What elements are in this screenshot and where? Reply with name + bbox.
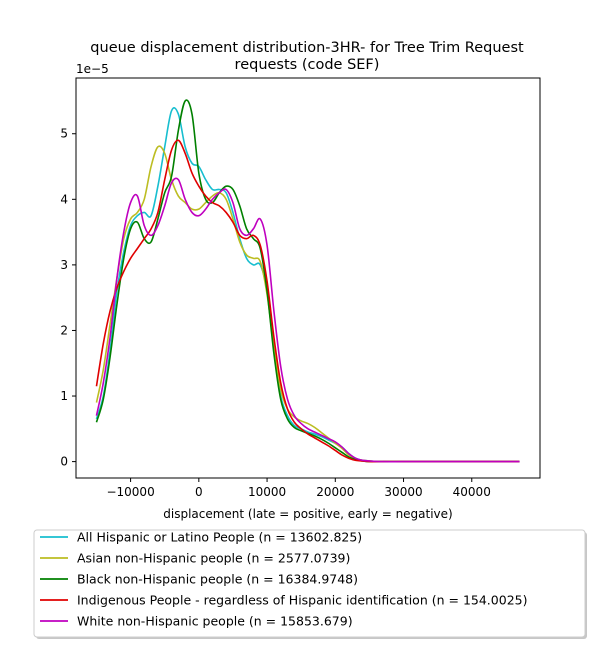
legend-items: All Hispanic or Latino People (n = 13602… xyxy=(40,530,527,629)
x-tick-label: 0 xyxy=(195,485,203,499)
legend-entry-label: White non-Hispanic people (n = 15853.679… xyxy=(77,614,353,629)
legend-box xyxy=(33,529,586,638)
x-tick-label: −10000 xyxy=(106,485,154,499)
series-line-3 xyxy=(95,99,520,463)
y-tick-label: 5 xyxy=(60,127,68,141)
legend: All Hispanic or Latino People (n = 13602… xyxy=(33,529,587,639)
series-line-1 xyxy=(95,107,520,463)
y-tick-label: 0 xyxy=(60,455,68,469)
legend-entry-label: Black non-Hispanic people (n = 16384.974… xyxy=(77,572,358,587)
legend-entry-label: All Hispanic or Latino People (n = 13602… xyxy=(77,530,362,545)
x-tick-label: 10000 xyxy=(248,485,286,499)
x-axis-label: displacement (late = positive, early = n… xyxy=(163,507,452,521)
x-tick-label: 30000 xyxy=(384,485,422,499)
y-offset-label: 1e−5 xyxy=(76,62,109,76)
series-line-4 xyxy=(95,139,520,463)
y-tick-label: 3 xyxy=(60,258,68,272)
legend-entry-label: Asian non-Hispanic people (n = 2577.0739… xyxy=(77,551,350,566)
x-tick-label: 20000 xyxy=(316,485,354,499)
legend-entry-label: Indigenous People - regardless of Hispan… xyxy=(77,593,527,608)
y-axis: 0 1 2 3 4 5 xyxy=(60,127,76,469)
x-axis: −10000 0 10000 20000 30000 40000 xyxy=(106,478,491,499)
series-line-2 xyxy=(95,145,520,463)
y-tick-label: 1 xyxy=(60,389,68,403)
chart-title-line-2: requests (code SEF) xyxy=(235,57,380,73)
y-tick-label: 4 xyxy=(60,192,68,206)
chart-title-line-1: queue displacement distribution-3HR- for… xyxy=(90,40,524,56)
plot-lines xyxy=(95,99,520,463)
plot-frame xyxy=(75,77,541,479)
y-tick-label: 2 xyxy=(60,323,68,337)
x-tick-label: 40000 xyxy=(453,485,491,499)
series-line-5 xyxy=(95,177,520,463)
